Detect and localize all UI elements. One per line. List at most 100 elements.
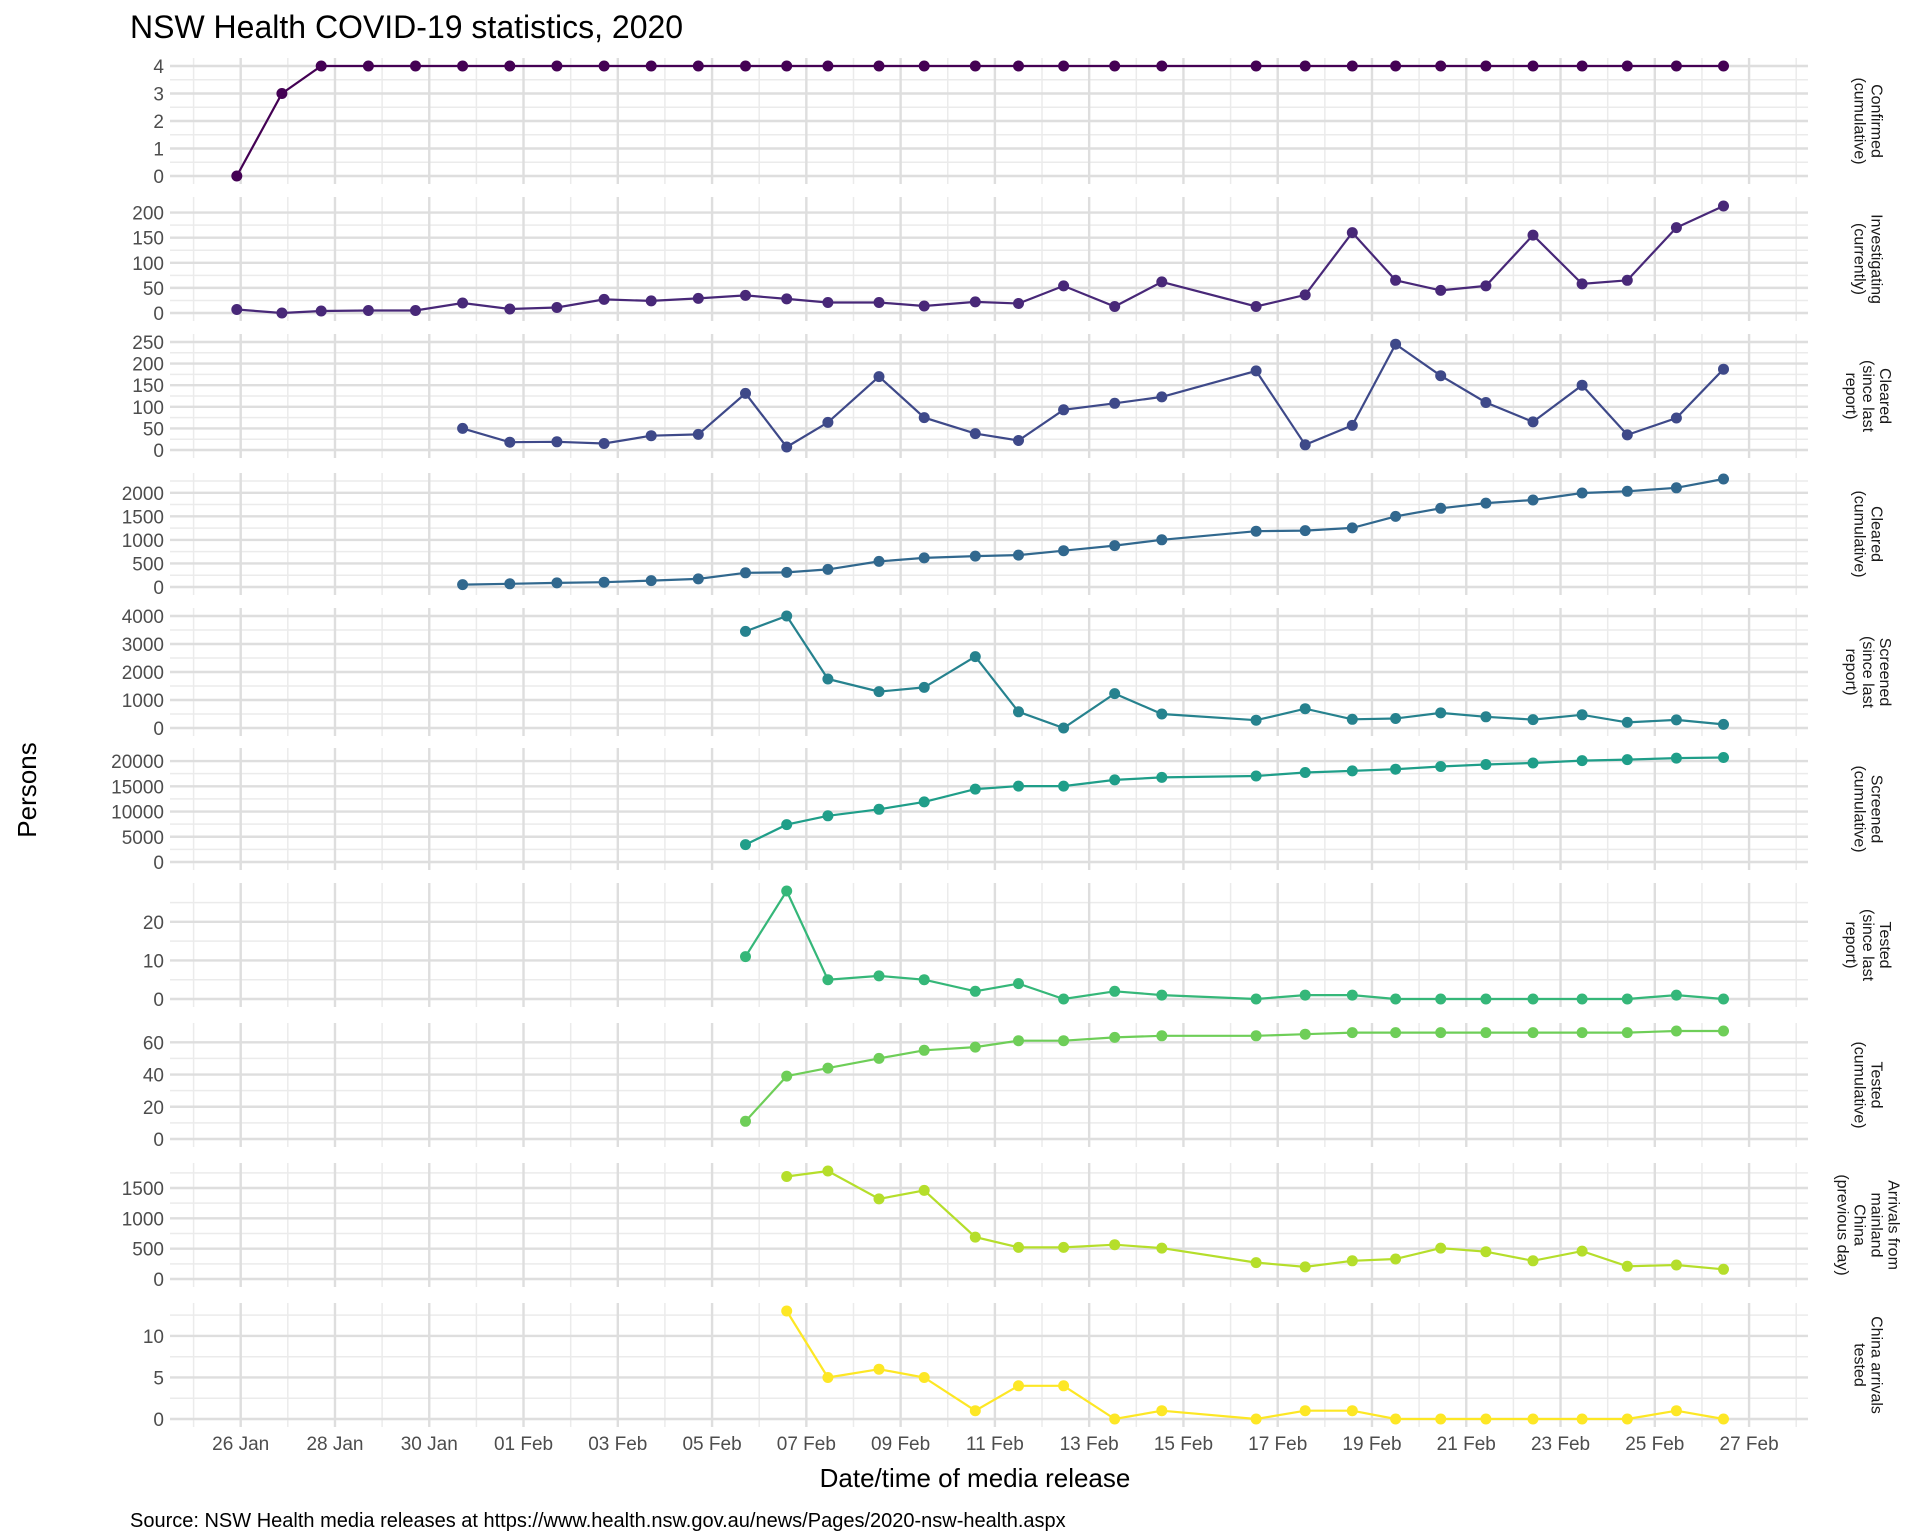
data-point — [1435, 1242, 1447, 1254]
data-point — [781, 819, 793, 831]
data-point — [1013, 60, 1024, 72]
data-point — [1621, 1027, 1633, 1039]
data-point — [1435, 1413, 1447, 1425]
strip-label-line: (currently) — [1851, 223, 1868, 295]
data-point — [1718, 200, 1729, 212]
y-tick-label: 100 — [132, 254, 164, 275]
data-point — [1718, 1413, 1729, 1425]
y-tick-label: 20000 — [111, 752, 164, 773]
data-point — [822, 60, 834, 72]
data-point — [1058, 280, 1070, 292]
data-point — [1346, 60, 1358, 72]
data-point — [457, 422, 469, 434]
data-point — [1527, 757, 1539, 769]
data-point — [1109, 1413, 1121, 1425]
data-point — [1156, 989, 1168, 1001]
data-point — [822, 416, 834, 428]
y-tick-label: 2000 — [122, 663, 164, 684]
data-point — [1670, 1259, 1682, 1271]
data-point — [781, 885, 793, 897]
panel-0: 0 1 2 3 4 Confirmed(cumulative) — [153, 57, 1884, 188]
data-point — [1576, 1027, 1588, 1039]
data-point — [1346, 989, 1358, 1001]
y-tick-label: 10000 — [111, 803, 164, 824]
data-point — [1250, 1030, 1262, 1042]
data-point — [1058, 1241, 1070, 1253]
data-point — [1058, 404, 1070, 416]
data-point — [1527, 60, 1539, 72]
data-point — [1670, 1025, 1682, 1037]
y-tick-label: 150 — [132, 229, 164, 250]
strip-label-line: Tested — [1876, 921, 1893, 968]
data-point — [551, 302, 563, 313]
x-tick-label: 05 Feb — [682, 1434, 741, 1455]
data-point — [781, 610, 793, 622]
series-line — [786, 1169, 1724, 1271]
y-tick-label: 0 — [153, 1130, 164, 1151]
x-tick-label: 21 Feb — [1437, 1434, 1496, 1455]
y-tick-label: 3000 — [122, 635, 164, 656]
data-point — [1013, 706, 1024, 718]
data-point — [1670, 752, 1682, 764]
data-point — [1013, 1035, 1024, 1047]
data-point — [1109, 1239, 1121, 1251]
data-point — [1013, 549, 1024, 561]
y-tick-label: 1500 — [122, 1179, 164, 1200]
data-point — [692, 573, 704, 585]
x-tick-label: 07 Feb — [777, 1434, 836, 1455]
data-point — [315, 305, 327, 317]
y-tick-label: 1000 — [122, 1209, 164, 1230]
data-point — [1527, 714, 1539, 726]
data-point — [918, 412, 930, 424]
data-point — [1435, 502, 1447, 514]
data-point — [1250, 714, 1262, 726]
data-point — [1527, 1027, 1539, 1039]
data-point — [1435, 993, 1447, 1005]
data-point — [1718, 1025, 1729, 1037]
data-point — [1576, 709, 1588, 721]
data-point — [1250, 770, 1262, 782]
series-line — [744, 888, 1724, 1001]
data-point — [1480, 1027, 1492, 1039]
data-point — [781, 566, 793, 578]
data-point — [504, 578, 516, 590]
data-point — [315, 60, 327, 72]
strip-label-line: Investigating — [1868, 214, 1885, 304]
data-point — [1058, 993, 1070, 1005]
data-point — [740, 567, 751, 579]
data-point — [1156, 391, 1168, 403]
y-tick-label: 200 — [132, 355, 164, 376]
x-tick-label: 01 Feb — [494, 1434, 553, 1455]
data-point — [740, 289, 751, 301]
data-point — [1670, 989, 1682, 1001]
data-point — [692, 292, 704, 304]
data-point — [598, 60, 610, 72]
data-point — [1718, 718, 1729, 730]
y-tick-label: 0 — [153, 853, 164, 874]
data-point — [1576, 755, 1588, 767]
data-point — [873, 1363, 885, 1375]
data-point — [1299, 60, 1311, 72]
data-point — [1390, 60, 1402, 72]
data-point — [1250, 365, 1262, 377]
data-point — [1670, 60, 1682, 72]
data-point — [918, 796, 930, 808]
data-point — [1576, 487, 1588, 499]
data-point — [1621, 485, 1633, 497]
y-axis-title: Persons — [12, 742, 42, 837]
data-point — [410, 305, 421, 316]
data-point — [645, 575, 657, 587]
strip-label-line: Tested — [1868, 1061, 1885, 1108]
chart-caption: Source: NSW Health media releases at htt… — [130, 1510, 1066, 1532]
data-point — [1299, 767, 1311, 778]
strip-label-line: report) — [1842, 921, 1859, 968]
data-point — [1480, 280, 1492, 292]
data-point — [873, 1193, 885, 1205]
data-point — [918, 1184, 930, 1196]
data-point — [1718, 473, 1729, 485]
data-point — [1480, 1413, 1492, 1425]
x-tick-label: 13 Feb — [1060, 1434, 1119, 1455]
data-point — [1390, 510, 1402, 522]
